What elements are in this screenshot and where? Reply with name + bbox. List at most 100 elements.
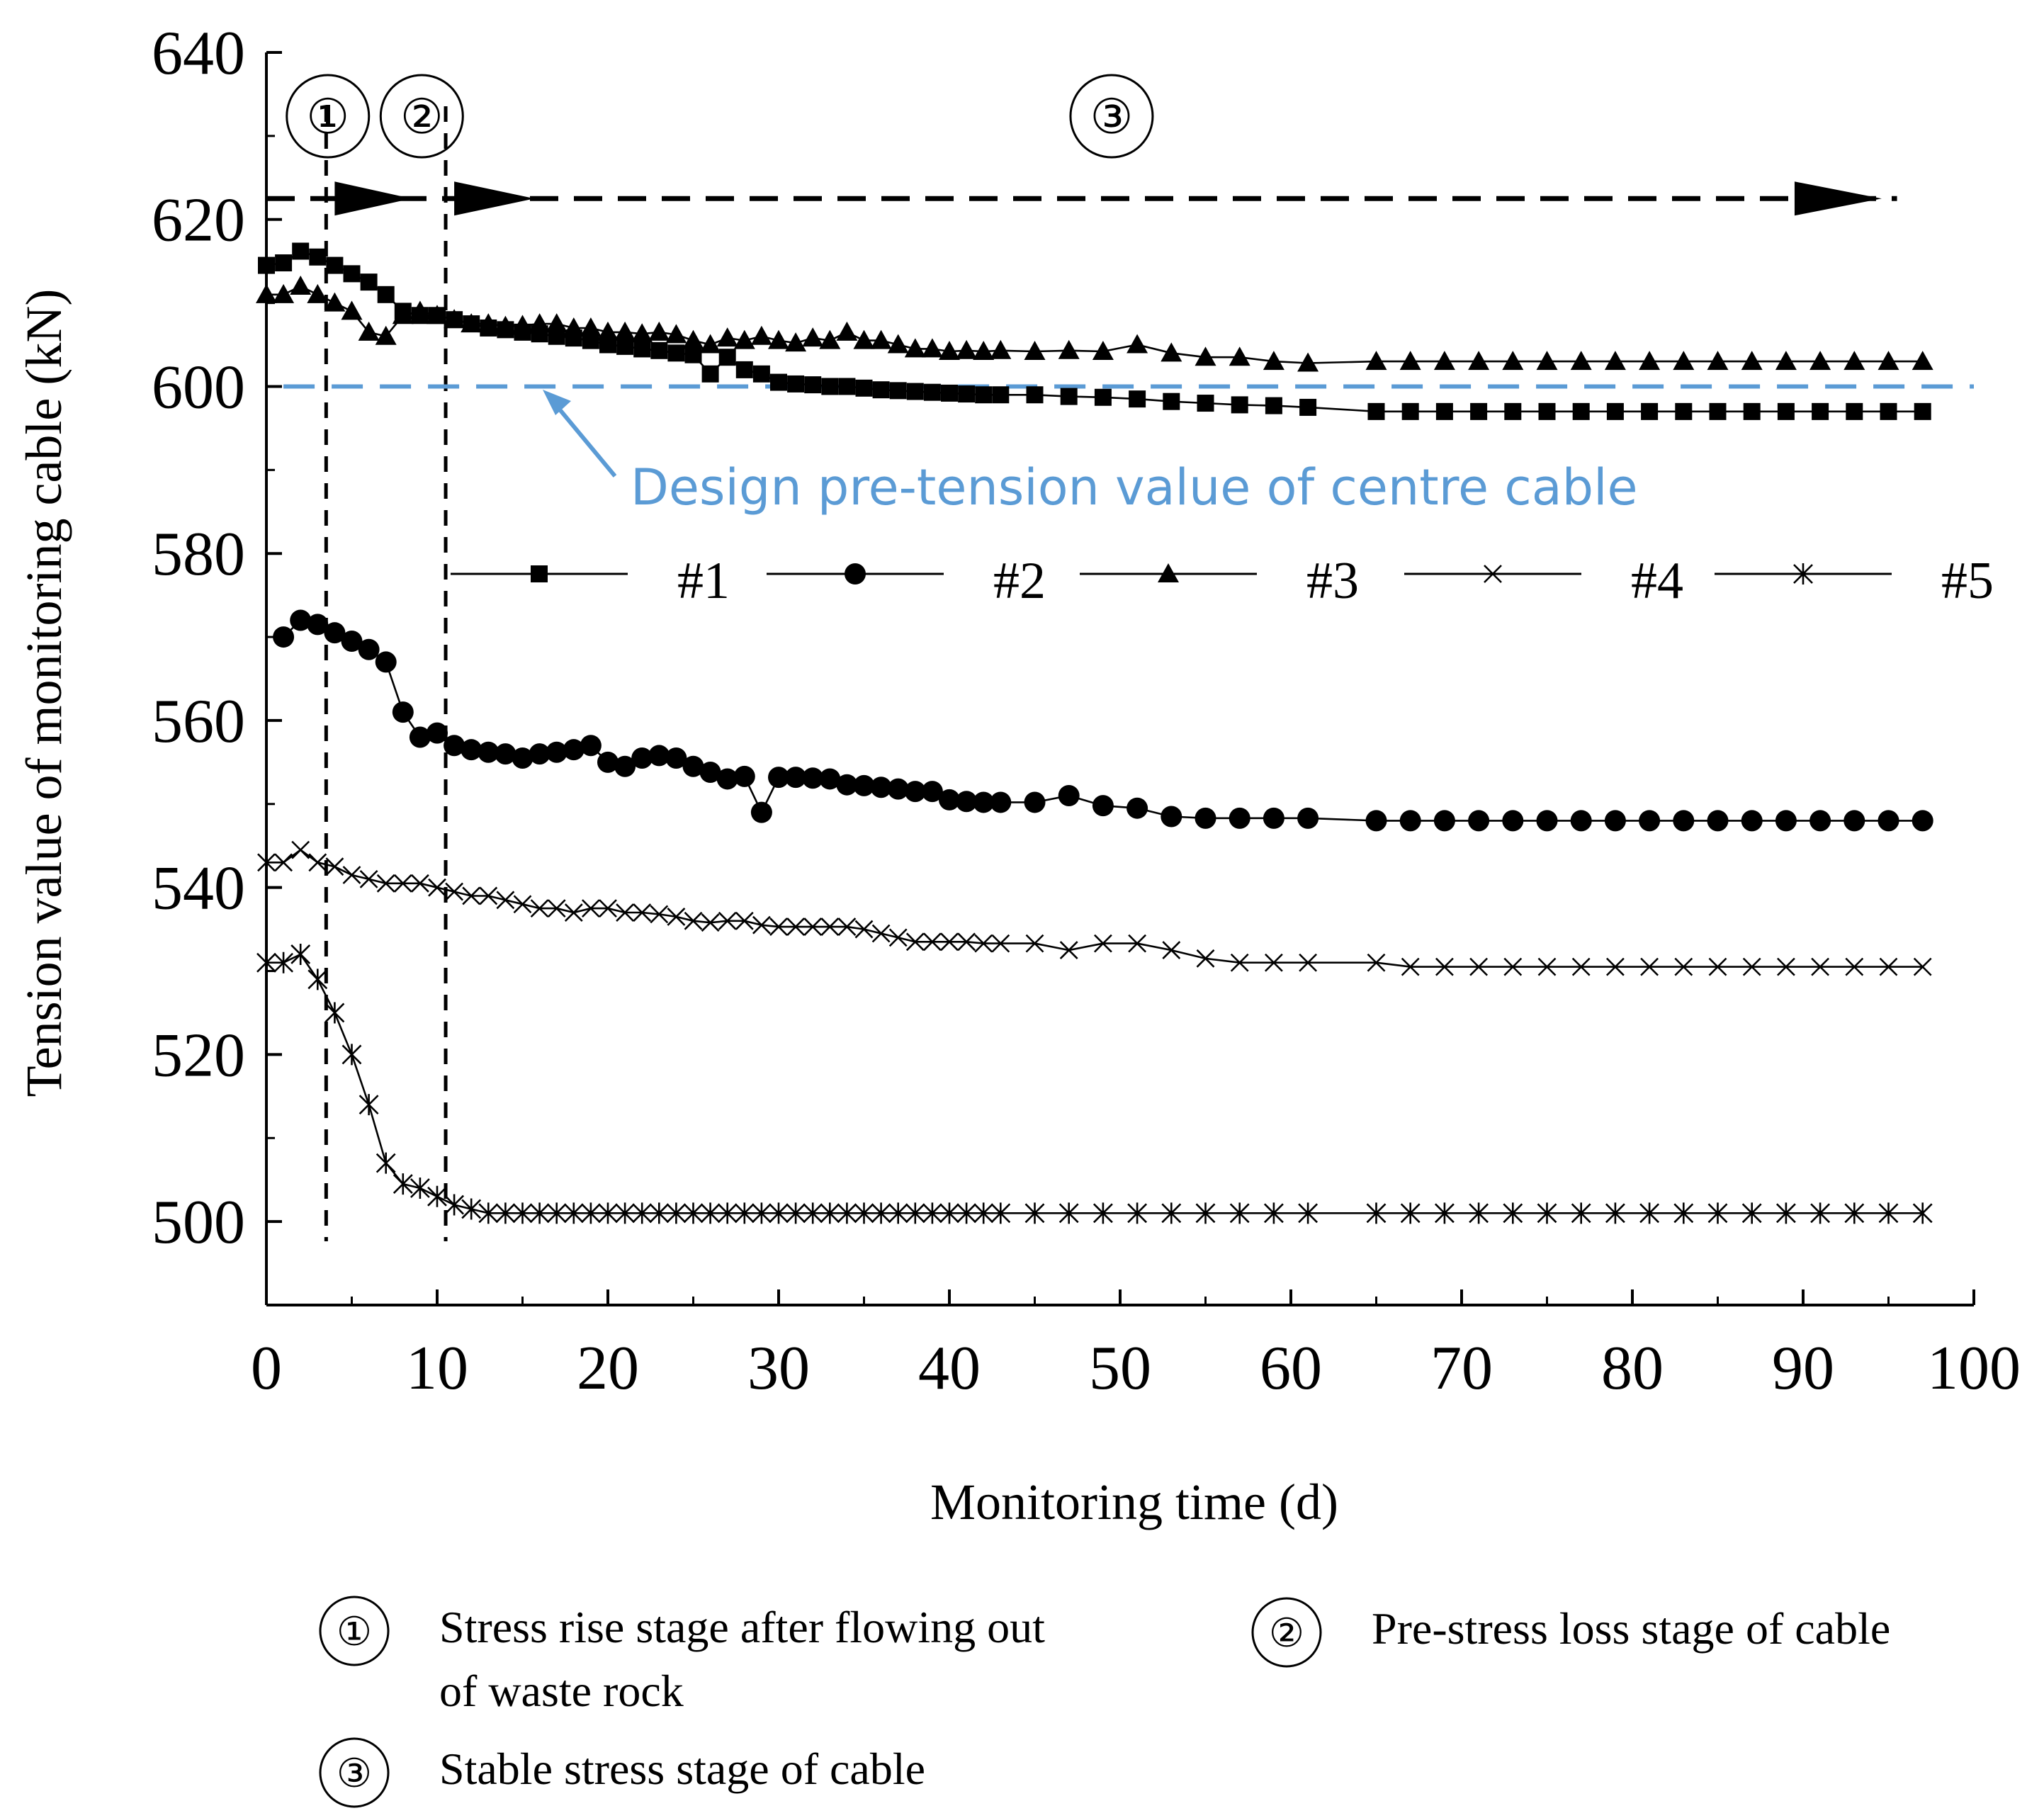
note-text-line1: Stress rise stage after flowing out <box>439 1602 1045 1652</box>
data-point <box>309 248 327 266</box>
data-point <box>667 908 686 926</box>
data-point <box>290 276 312 295</box>
data-point <box>1843 351 1865 371</box>
data-point <box>836 321 858 341</box>
data-point <box>307 614 329 636</box>
data-point <box>1537 957 1557 976</box>
data-point <box>1793 563 1813 585</box>
data-point <box>1570 810 1592 832</box>
data-point <box>1811 957 1830 976</box>
note-text-line1: Pre-stress loss stage of cable <box>1372 1603 1890 1654</box>
data-point <box>1878 1202 1899 1224</box>
data-point <box>512 747 533 769</box>
y-tick-label: 560 <box>152 687 245 756</box>
data-point <box>870 329 892 349</box>
x-tick-label: 90 <box>1772 1334 1834 1403</box>
data-point <box>597 321 619 341</box>
data-point <box>580 735 602 757</box>
data-point <box>1434 1202 1455 1224</box>
data-point <box>1092 340 1114 360</box>
data-point <box>975 386 993 404</box>
data-point <box>291 840 310 859</box>
data-point <box>1299 953 1318 972</box>
data-point <box>1675 402 1693 420</box>
note-text-line1: Stable stress stage of cable <box>439 1744 925 1794</box>
data-point <box>529 313 550 333</box>
y-tick-label: 520 <box>152 1021 245 1090</box>
data-point <box>1297 807 1319 829</box>
data-point <box>803 1202 823 1224</box>
data-point <box>1502 810 1524 832</box>
data-point <box>838 378 856 395</box>
data-point <box>273 626 295 648</box>
data-point <box>444 735 465 757</box>
data-point <box>990 791 1012 813</box>
data-point <box>1673 810 1695 832</box>
data-point <box>733 765 755 787</box>
data-point <box>341 300 363 320</box>
legend-label: #5 <box>1941 552 1994 610</box>
data-point <box>1775 1202 1796 1224</box>
data-point <box>292 242 310 260</box>
data-point <box>376 1152 396 1174</box>
data-point <box>1058 1202 1079 1224</box>
data-point <box>495 743 516 765</box>
data-point <box>648 745 670 767</box>
data-point <box>837 918 857 936</box>
data-point <box>1707 810 1729 832</box>
data-point <box>682 329 704 349</box>
data-point <box>1263 1202 1284 1224</box>
data-point <box>1092 1202 1113 1224</box>
data-point <box>718 911 737 930</box>
data-point <box>1914 402 1931 420</box>
data-point <box>547 899 566 918</box>
data-point <box>563 739 585 761</box>
data-point <box>360 273 378 291</box>
data-point <box>1161 1202 1182 1224</box>
data-point <box>495 315 516 335</box>
data-point <box>701 913 720 932</box>
y-ticks: 500 520 540 560 580 600 620 640 <box>152 19 282 1257</box>
data-point <box>700 1202 721 1224</box>
data-point <box>1878 810 1899 832</box>
stage-label: ② <box>400 89 444 145</box>
note-circle <box>1251 1597 1322 1668</box>
series-3 <box>257 840 1932 976</box>
data-point <box>1879 957 1898 976</box>
data-point <box>410 874 429 893</box>
data-point <box>1468 351 1490 371</box>
x-ticks: 0 10 20 30 40 50 60 70 80 90 100 <box>251 1289 2021 1403</box>
data-point <box>649 1202 670 1224</box>
data-point <box>787 375 805 393</box>
data-point <box>1367 953 1386 972</box>
data-point <box>495 1202 516 1224</box>
data-point <box>1163 393 1180 410</box>
data-point <box>1673 1202 1694 1224</box>
data-point <box>1468 810 1490 832</box>
data-point <box>1639 810 1661 832</box>
data-point <box>614 755 636 777</box>
legend-item: #2 <box>767 552 1046 610</box>
data-point <box>785 332 807 352</box>
data-point <box>1435 957 1454 976</box>
data-point <box>530 899 549 918</box>
data-point <box>1673 351 1695 371</box>
data-point <box>991 934 1010 953</box>
data-point <box>802 327 824 347</box>
data-point <box>513 895 532 914</box>
note-text-line2: of waste rock <box>439 1666 684 1716</box>
stage-label-circle <box>379 74 464 159</box>
data-point <box>392 701 414 723</box>
data-point <box>957 932 976 952</box>
data-point <box>853 329 875 349</box>
data-point <box>770 373 787 391</box>
data-point <box>1572 402 1590 420</box>
data-point <box>941 384 958 402</box>
data-point <box>478 1202 499 1224</box>
data-point <box>479 886 498 905</box>
data-point <box>1639 1202 1660 1224</box>
data-point <box>887 778 909 800</box>
data-point <box>667 344 685 362</box>
data-point <box>1639 351 1661 371</box>
